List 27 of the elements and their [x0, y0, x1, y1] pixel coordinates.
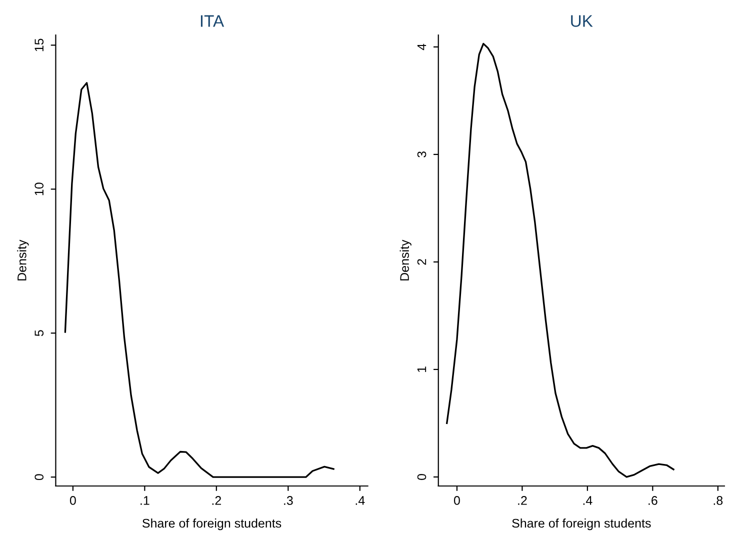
- x-tick-label: .8: [714, 496, 723, 505]
- line-series: [64, 82, 334, 478]
- y-tick-label: 10: [34, 182, 44, 196]
- y-tick-label: 2: [417, 259, 426, 265]
- y-tick-label: 0: [417, 474, 426, 480]
- chart-title: UK: [571, 15, 593, 27]
- y-axis-title: Density: [17, 240, 29, 280]
- y-tick-label: 1: [417, 366, 426, 372]
- y-tick-label: 4: [417, 44, 426, 50]
- x-tick-label: .4: [356, 496, 365, 505]
- y-axis-title: Density: [400, 240, 412, 280]
- x-tick-label: .4: [583, 496, 592, 505]
- x-axis-title: Share of foreign students: [512, 518, 651, 530]
- x-tick-label: .3: [284, 496, 293, 505]
- y-tick-label: 3: [417, 152, 426, 158]
- x-axis-title: Share of foreign students: [142, 518, 282, 530]
- x-tick-label: .6: [648, 496, 658, 505]
- x-tick-label: 0: [70, 496, 76, 505]
- x-tick-label: .2: [212, 496, 222, 505]
- chart-title: ITA: [200, 15, 224, 27]
- line-series: [446, 42, 674, 478]
- x-tick-label: .2: [518, 496, 527, 505]
- x-tick-label: .1: [140, 496, 150, 505]
- y-tick-label: 5: [34, 330, 44, 336]
- y-tick-label: 15: [34, 38, 44, 52]
- x-tick-label: 0: [454, 496, 460, 505]
- y-tick-label: 0: [34, 474, 44, 480]
